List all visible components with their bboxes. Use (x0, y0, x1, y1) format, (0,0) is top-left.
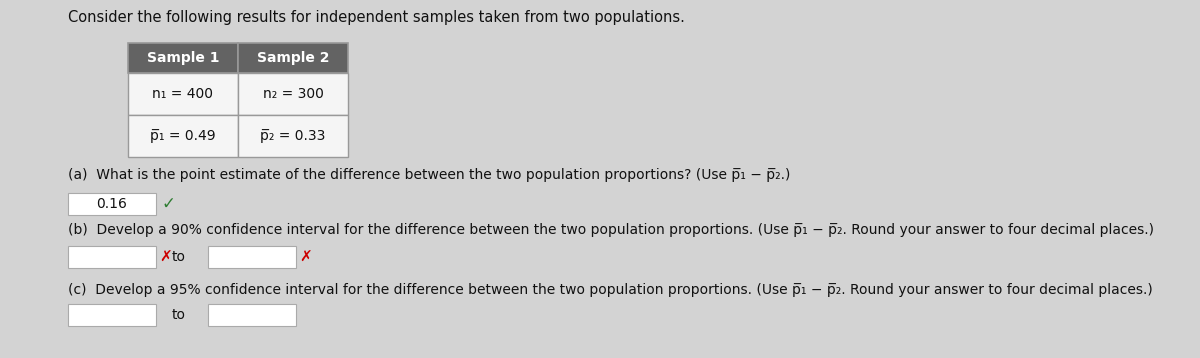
Text: Consider the following results for independent samples taken from two population: Consider the following results for indep… (68, 10, 685, 25)
Bar (128, 43, 238, 73)
Bar (68, 246, 156, 268)
Text: ✓: ✓ (161, 195, 175, 213)
Text: ✗: ✗ (158, 250, 172, 265)
Bar (238, 115, 348, 157)
Text: Sample 1: Sample 1 (146, 51, 220, 65)
Text: to: to (172, 308, 186, 322)
Text: 0.16: 0.16 (96, 197, 127, 211)
Text: (c)  Develop a 95% confidence interval for the difference between the two popula: (c) Develop a 95% confidence interval fo… (68, 283, 1153, 297)
Bar (238, 43, 348, 73)
Text: (a)  What is the point estimate of the difference between the two population pro: (a) What is the point estimate of the di… (68, 168, 791, 182)
Bar (238, 73, 348, 115)
Bar (68, 304, 156, 326)
Bar (208, 246, 296, 268)
Bar (68, 193, 156, 215)
Text: p̅₁ = 0.49: p̅₁ = 0.49 (150, 129, 216, 143)
Bar (208, 304, 296, 326)
Text: n₁ = 400: n₁ = 400 (152, 87, 214, 101)
Text: p̅₂ = 0.33: p̅₂ = 0.33 (260, 129, 325, 143)
Text: (b)  Develop a 90% confidence interval for the difference between the two popula: (b) Develop a 90% confidence interval fo… (68, 223, 1154, 237)
Bar (128, 115, 238, 157)
Bar (128, 73, 238, 115)
Text: to: to (172, 250, 186, 264)
Text: Sample 2: Sample 2 (257, 51, 329, 65)
Text: ✗: ✗ (299, 250, 312, 265)
Text: n₂ = 300: n₂ = 300 (263, 87, 324, 101)
